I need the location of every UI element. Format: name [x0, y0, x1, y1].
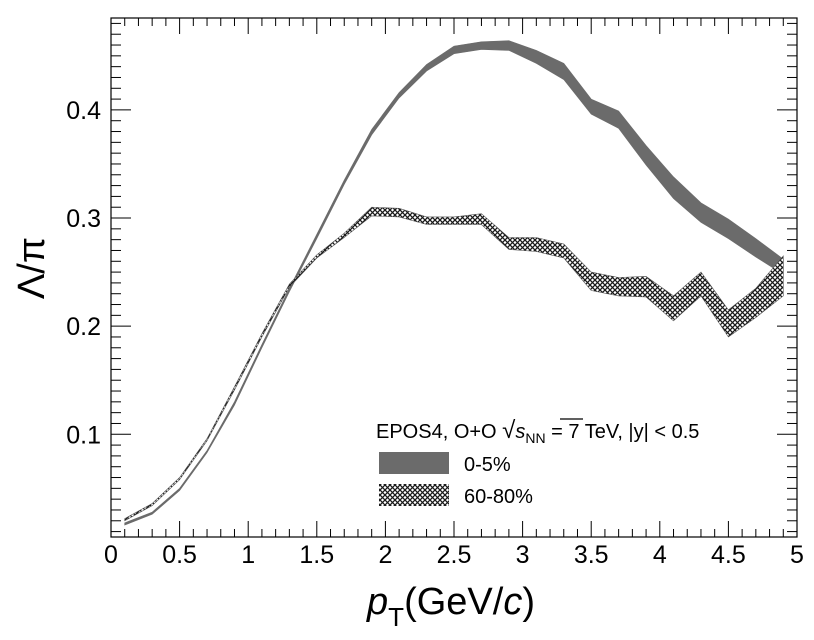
- x-axis-ticks: [110, 18, 798, 537]
- y-tick-label: 0.1: [66, 421, 101, 449]
- x-axis-title-units-var: c: [503, 581, 522, 623]
- x-axis-title-sub: T: [388, 602, 404, 632]
- x-tick-label: 3: [516, 541, 530, 569]
- data-bands: [124, 40, 784, 526]
- y-tick-label: 0.3: [66, 205, 101, 233]
- x-tick-label: 0.5: [162, 541, 197, 569]
- x-tick-label: 4: [653, 541, 667, 569]
- y-tick-label: 0.2: [66, 313, 101, 341]
- x-axis-title: pT(GeV/c): [366, 581, 535, 632]
- legend-header-sqrt-sub: NN: [525, 430, 545, 446]
- x-axis-title-units-close: ): [522, 581, 535, 623]
- legend-header-sqrt-s: s: [515, 421, 525, 443]
- x-tick-label: 3.5: [574, 541, 609, 569]
- x-tick-label: 0: [104, 541, 118, 569]
- x-axis-tick-labels: 0 0.5 1 1.5 2 2.5 3 3.5 4 4.5 5: [104, 541, 804, 569]
- y-axis-ticks: [111, 22, 797, 533]
- legend-header: EPOS4, O+O √sNN = 7 TeV, |y| < 0.5: [376, 417, 699, 446]
- x-tick-label: 4.5: [711, 541, 746, 569]
- x-tick-label: 2.5: [437, 541, 472, 569]
- y-axis-title: Λ/π: [11, 237, 53, 299]
- band-peripheral-60-80: [124, 206, 784, 522]
- x-tick-label: 5: [790, 541, 804, 569]
- legend-swatch-60-80: [379, 484, 449, 506]
- legend-label-60-80: 60-80%: [464, 486, 533, 508]
- legend-header-prefix: EPOS4, O+O: [376, 421, 502, 443]
- legend-label-0-5: 0-5%: [464, 454, 511, 476]
- x-tick-label: 1.5: [299, 541, 334, 569]
- plot-frame: [110, 17, 798, 538]
- x-axis-title-var: p: [366, 581, 388, 623]
- band-central-0-5: [124, 40, 784, 526]
- x-tick-label: 1: [241, 541, 255, 569]
- legend-header-suffix: = 7 TeV, |y| < 0.5: [546, 421, 700, 443]
- y-axis-tick-labels: 0.1 0.2 0.3 0.4: [66, 97, 101, 449]
- legend: EPOS4, O+O √sNN = 7 TeV, |y| < 0.5 0-5% …: [376, 417, 699, 508]
- legend-swatch-0-5: [379, 452, 449, 474]
- legend-header-sqrt-sign: √: [502, 417, 516, 444]
- x-axis-title-units-open: (GeV/: [404, 581, 504, 623]
- y-tick-label: 0.4: [66, 97, 101, 125]
- x-tick-label: 2: [378, 541, 392, 569]
